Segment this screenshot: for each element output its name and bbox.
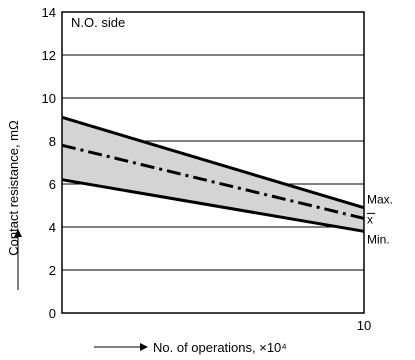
y-tick-label: 6 [49,177,56,192]
series-line-max [61,115,365,210]
y-tick-label: 4 [49,220,56,235]
min-max-band [62,117,364,232]
y-axis-title-group: Contact resistance, mΩ [6,120,21,256]
y-tick-label: 12 [42,48,56,63]
y-tick-label: 10 [42,91,56,106]
y-tick-label: 2 [49,263,56,278]
y-axis-title: Contact resistance, mΩ [6,120,21,256]
x-tick-label: 10 [357,318,371,333]
x-tick-labels: 10 [357,318,371,333]
series-label: Min. [367,232,390,246]
plot-frame [61,11,365,314]
chart-title: N.O. side [71,15,125,30]
y-tick-label: 0 [49,306,56,321]
y-tick-label: 8 [49,134,56,149]
x-axis-title: No. of operations, ×10⁴ [153,340,287,355]
series-lines [61,115,365,233]
y-tick-labels: 0 2 4 6 8 10 12 14 [42,5,56,321]
series-line-min [61,178,365,233]
series-labels: Max. x Min. [367,193,393,246]
series-line-x [61,143,365,220]
series-label: Max. [367,193,393,207]
series-label: x [367,212,373,226]
y-tick-label: 14 [42,5,56,20]
